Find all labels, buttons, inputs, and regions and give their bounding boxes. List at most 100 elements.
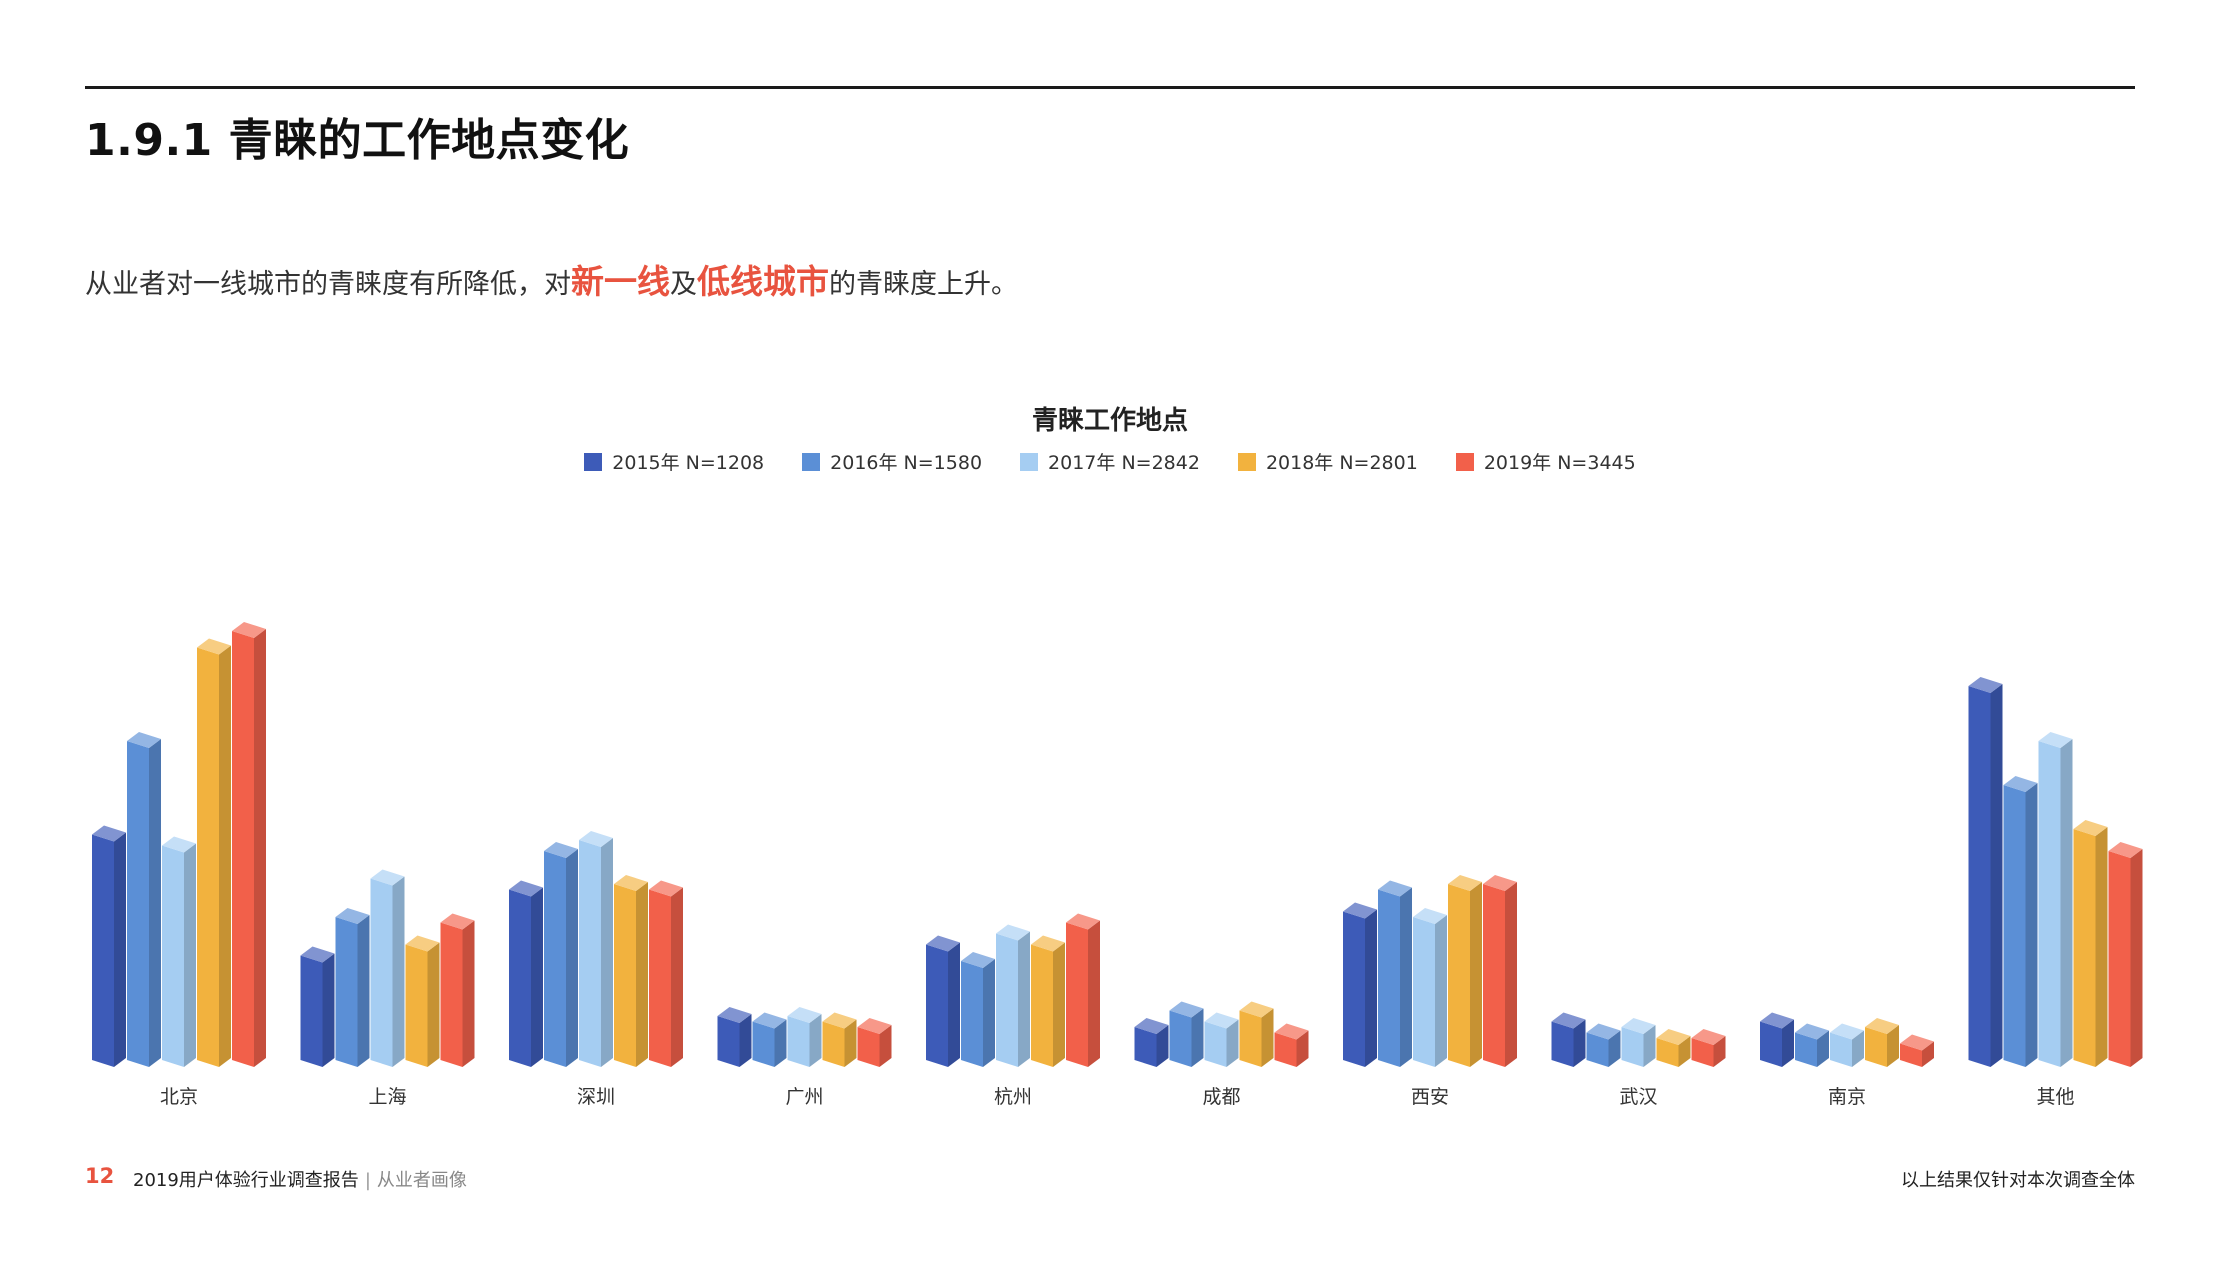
bar-top (1830, 1023, 1864, 1040)
bar-广州-3 (822, 1012, 857, 1067)
bar-front (232, 631, 254, 1067)
bar-side (1887, 1025, 1899, 1067)
category-label: 西安 (1411, 1086, 1449, 1108)
bar-side (1713, 1036, 1726, 1067)
bar-front (1830, 1032, 1852, 1067)
category-label: 南京 (1828, 1086, 1866, 1108)
bar-side (1156, 1025, 1169, 1067)
bar-top (127, 732, 161, 748)
bar-side (1053, 942, 1065, 1067)
bar-front (857, 1027, 880, 1067)
bar-top (857, 1018, 892, 1034)
bar-top (1378, 880, 1412, 897)
bar-side (1782, 1019, 1794, 1067)
bar-side (671, 887, 683, 1067)
bar-front (1448, 884, 1470, 1067)
bar-side (392, 876, 405, 1067)
bar-side (1990, 684, 2003, 1067)
legend-item-2015: 2015年 N=1208 (584, 448, 764, 475)
bar-side (219, 645, 231, 1067)
category-label: 其他 (2036, 1086, 2074, 1108)
bar-group-1: 上海 (300, 869, 475, 1108)
bar-group-6: 西安 (1343, 875, 1517, 1108)
bar-top (335, 908, 370, 924)
bar-front (1343, 911, 1365, 1067)
bar-top (1204, 1012, 1239, 1029)
bar-top (1795, 1023, 1829, 1040)
legend-swatch-2015 (584, 452, 603, 471)
bar-front (405, 944, 428, 1067)
legend-swatch-2017 (1020, 452, 1039, 471)
bar-front (1483, 884, 1505, 1067)
bar-front (822, 1021, 845, 1067)
bar-top (2073, 820, 2108, 836)
bar-top (649, 880, 683, 897)
bar-group-2: 深圳 (509, 831, 683, 1108)
bar-top (1169, 1001, 1204, 1018)
bar-top (1343, 902, 1377, 919)
bar-top (1760, 1012, 1794, 1029)
bar-深圳-0 (509, 880, 543, 1067)
legend-label-2017: 2017年 N=2842 (1048, 452, 1200, 474)
bar-front (1551, 1021, 1574, 1067)
bar-front (1066, 922, 1088, 1067)
bar-group-9: 其他 (1968, 677, 2143, 1108)
bar-top (232, 622, 266, 638)
bar-top (1274, 1023, 1309, 1040)
bar-top (405, 935, 440, 952)
section-title: 1.9.1 青睐的工作地点变化 (85, 115, 630, 166)
bar-成都-1 (1169, 1001, 1204, 1067)
bar-front (197, 647, 219, 1067)
summary-suffix: 的青睐度上升。 (829, 269, 1018, 300)
bar-武汉-1 (1586, 1023, 1621, 1067)
bar-front (1204, 1021, 1227, 1067)
bar-side (879, 1025, 892, 1067)
bar-top (1865, 1018, 1899, 1034)
bar-top (1483, 875, 1517, 891)
bar-top (2108, 842, 2143, 858)
bar-top (822, 1012, 857, 1029)
bar-side (601, 838, 613, 1067)
bar-front (1900, 1043, 1922, 1067)
bar-top (1413, 908, 1447, 924)
legend-label-2016: 2016年 N=1580 (830, 452, 983, 474)
bar-杭州-0 (926, 935, 960, 1067)
bar-成都-4 (1274, 1023, 1309, 1067)
bar-top (544, 842, 578, 858)
bar-其他-1 (2003, 776, 2038, 1067)
bar-front (2003, 785, 2026, 1067)
bar-side (1608, 1030, 1621, 1067)
bar-front (649, 889, 671, 1067)
bar-side (636, 882, 648, 1067)
bar-group-7: 武汉 (1551, 1012, 1726, 1108)
bar-front (1239, 1010, 1262, 1067)
summary-prefix: 从业者对一线城市的青睐度有所降低，对 (85, 269, 571, 300)
bar-top (1239, 1001, 1274, 1018)
bar-top (1551, 1012, 1586, 1029)
category-label: 广州 (785, 1086, 823, 1108)
bar-西安-2 (1413, 908, 1447, 1067)
bar-深圳-3 (614, 875, 648, 1067)
bar-top (1900, 1034, 1934, 1051)
bar-side (462, 920, 475, 1067)
bar-top (787, 1007, 822, 1023)
bar-front (440, 922, 463, 1067)
bar-side (1817, 1030, 1829, 1067)
bar-side (1400, 887, 1412, 1067)
bar-front (300, 955, 323, 1067)
legend-swatch-2016 (802, 452, 821, 471)
legend-label-2015: 2015年 N=1208 (612, 452, 765, 474)
bar-top (961, 952, 995, 968)
bar-side (1573, 1019, 1586, 1067)
bar-front (127, 741, 149, 1067)
bar-其他-3 (2073, 820, 2108, 1067)
bar-side (1922, 1041, 1934, 1067)
bar-front (752, 1021, 775, 1067)
bar-chart: 北京 上海 深圳 广州 杭州 成都 西安 武汉 南京 其他 (92, 622, 2143, 1108)
bar-南京-2 (1830, 1023, 1864, 1067)
bar-front (1586, 1032, 1609, 1067)
category-label: 上海 (368, 1086, 406, 1108)
bar-top (197, 638, 231, 655)
bar-side (2130, 849, 2143, 1067)
bar-top (926, 935, 960, 952)
